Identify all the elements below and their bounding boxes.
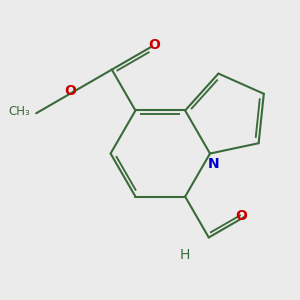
Text: O: O [64,84,76,98]
Text: O: O [148,38,160,52]
Text: N: N [208,158,220,172]
Text: CH₃: CH₃ [8,105,30,118]
Text: O: O [236,209,248,223]
Text: H: H [179,248,190,262]
